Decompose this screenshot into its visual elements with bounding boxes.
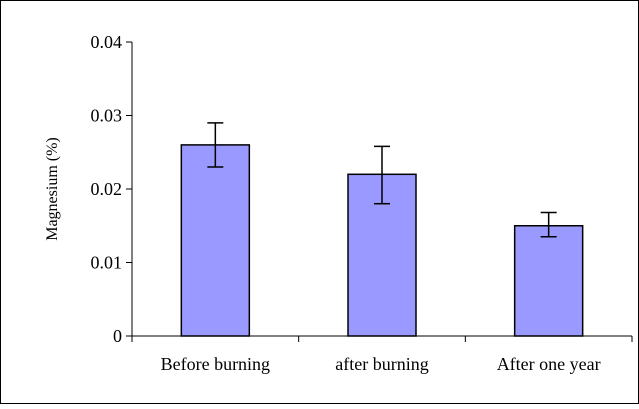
bar [180, 144, 251, 337]
x-tick-label: After one year [497, 354, 601, 374]
y-tick-label: 0.03 [91, 106, 123, 126]
y-tick-label: 0.01 [91, 253, 123, 273]
error-bars [207, 122, 557, 238]
axes [126, 42, 633, 342]
x-tick-label: after burning [335, 354, 428, 374]
y-axis-ticks: 0 0.01 0.02 0.03 0.04 [91, 32, 132, 346]
y-tick-label: 0.02 [91, 179, 123, 199]
x-tick-label: Before burning [161, 354, 270, 374]
y-tick-label: 0.04 [91, 32, 123, 52]
x-axis-labels: Before burning after burning After one yea… [161, 354, 601, 374]
y-tick-label: 0 [113, 326, 122, 346]
y-axis-title: Magnesium (%) [44, 137, 61, 241]
bar [513, 225, 584, 337]
